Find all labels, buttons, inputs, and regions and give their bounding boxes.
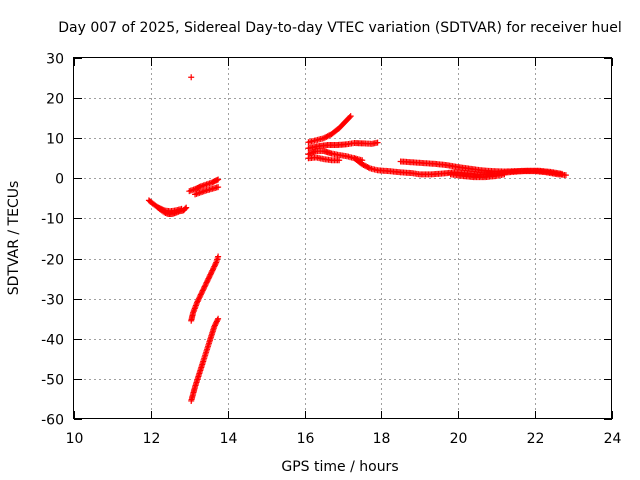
data-point xyxy=(214,317,221,324)
y-tick-label: -50 xyxy=(41,373,64,389)
data-point xyxy=(562,172,569,179)
y-tick-label: 10 xyxy=(46,132,64,148)
data-point xyxy=(194,298,201,305)
y-tick-label: -40 xyxy=(41,333,64,349)
data-point xyxy=(200,286,207,293)
x-axis-label: GPS time / hours xyxy=(281,459,398,475)
y-tick-label: 20 xyxy=(46,92,64,108)
data-point xyxy=(197,292,204,299)
data-point xyxy=(206,274,213,281)
data-point xyxy=(197,291,204,298)
data-point xyxy=(203,279,210,286)
data-point xyxy=(208,268,215,275)
x-tick-label: 24 xyxy=(604,431,622,447)
x-tick-label: 12 xyxy=(143,431,161,447)
data-point xyxy=(210,264,217,271)
data-point xyxy=(213,318,220,325)
data-point xyxy=(374,139,381,146)
data-point xyxy=(206,272,213,279)
y-axis-label: SDTVAR / TECUs xyxy=(6,181,22,296)
data-point xyxy=(211,262,218,269)
data-point xyxy=(195,297,202,304)
grid-lines xyxy=(74,58,612,419)
data-point xyxy=(204,278,211,285)
data-point xyxy=(178,205,185,212)
data-point xyxy=(207,271,214,278)
y-tick-label: -60 xyxy=(41,413,64,429)
data-point xyxy=(204,276,211,283)
data-point xyxy=(215,315,222,322)
data-point xyxy=(212,260,219,267)
data-point xyxy=(347,113,354,120)
data-point xyxy=(188,74,195,81)
data-point xyxy=(212,321,219,328)
x-tick-label: 14 xyxy=(220,431,238,447)
x-tick-label: 18 xyxy=(373,431,391,447)
data-series-sdtvar xyxy=(145,74,569,404)
data-point xyxy=(215,253,222,260)
data-point xyxy=(199,287,206,294)
data-point xyxy=(205,275,212,282)
data-point xyxy=(211,322,218,329)
data-point xyxy=(201,283,208,290)
data-point xyxy=(196,294,203,301)
data-point xyxy=(208,270,215,277)
data-point xyxy=(559,170,566,177)
data-point xyxy=(209,266,216,273)
data-point xyxy=(501,171,508,178)
data-point xyxy=(198,290,205,297)
data-point xyxy=(213,319,220,326)
data-point xyxy=(199,288,206,295)
x-tick-label: 20 xyxy=(450,431,468,447)
data-point xyxy=(211,263,218,270)
x-axis-ticks: 10 12 14 16 18 20 22 24 xyxy=(66,58,622,447)
x-tick-label: 10 xyxy=(66,431,84,447)
y-tick-label: -20 xyxy=(41,253,64,269)
data-point xyxy=(215,176,222,183)
data-point xyxy=(336,157,343,164)
y-tick-label: 30 xyxy=(46,52,64,68)
chart-title: Day 007 of 2025, Sidereal Day-to-day VTE… xyxy=(58,20,621,36)
plot-frame xyxy=(73,57,612,419)
y-tick-label: -10 xyxy=(41,212,64,228)
data-point xyxy=(183,204,190,211)
x-tick-label: 16 xyxy=(297,431,315,447)
data-point xyxy=(202,280,209,287)
data-point xyxy=(346,114,353,121)
data-point xyxy=(193,299,200,306)
data-point xyxy=(195,295,202,302)
y-tick-label: -30 xyxy=(41,293,64,309)
y-tick-label: 0 xyxy=(55,172,64,188)
data-point xyxy=(365,164,372,171)
data-point xyxy=(215,184,222,191)
data-point xyxy=(209,267,216,274)
data-point xyxy=(202,282,209,289)
y-axis-ticks: -60 -50 -40 -30 -20 -10 0 10 20 30 xyxy=(41,52,612,429)
data-point xyxy=(211,323,218,330)
x-tick-label: 22 xyxy=(527,431,545,447)
data-point xyxy=(201,284,208,291)
